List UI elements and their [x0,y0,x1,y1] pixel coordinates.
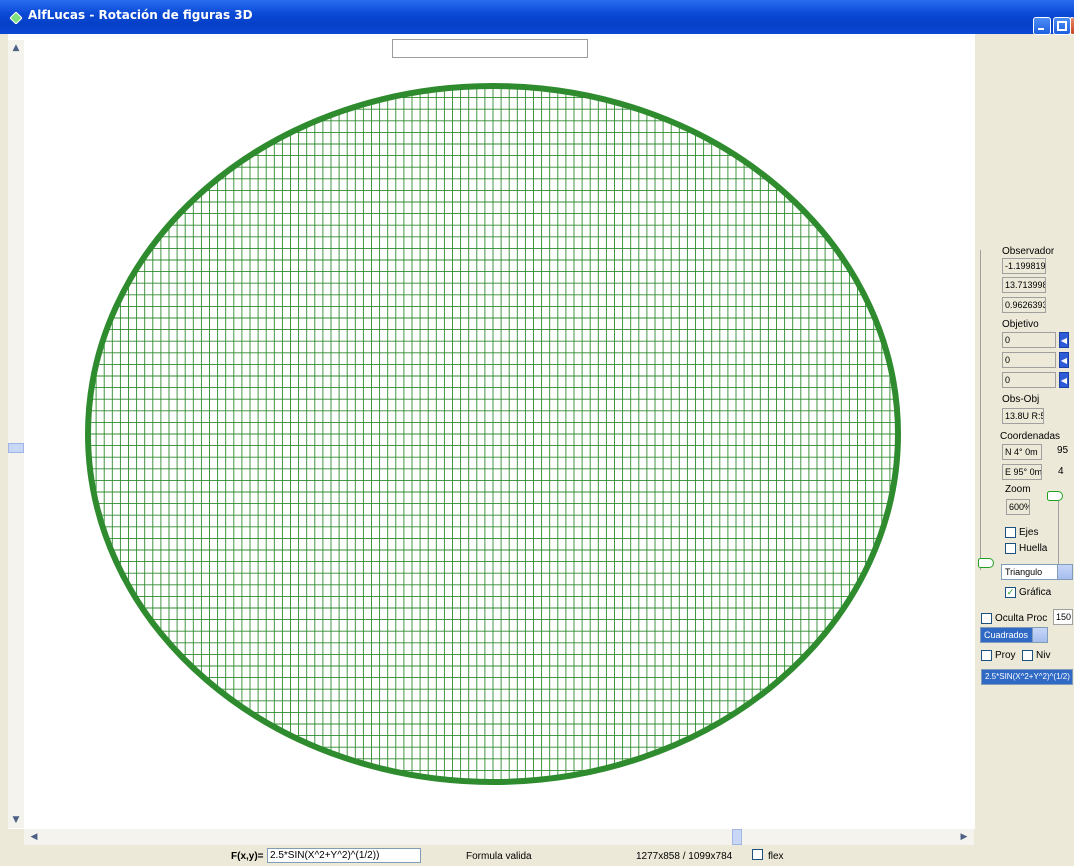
oculta-field[interactable]: 150 [1053,609,1073,625]
shape-select-value: Triangulo [1005,567,1043,577]
vertical-scrollbar[interactable]: ▲ ▼ [8,40,24,828]
target-label: Objetivo [1002,319,1039,330]
grafica-label: Gráfica [1019,587,1052,598]
maximize-button[interactable] [1053,17,1071,35]
target-y-arrow-icon[interactable]: ◀ [1059,352,1069,368]
proy-label: Proy [995,650,1016,661]
observer-label: Observador [1002,246,1055,257]
formula-label: F(x,y)= [231,851,264,862]
coord-east-field: E 95° 0m [1002,464,1042,480]
sphere-outline [85,83,901,785]
target-z-field[interactable]: 0 [1002,372,1056,388]
observer-y-field[interactable]: 13.7139986 [1002,277,1046,293]
dropdown-icon[interactable] [1057,565,1072,579]
zoom-label: Zoom [1005,484,1031,495]
vertical-scroll-thumb[interactable] [8,443,24,453]
close-button[interactable] [1070,17,1074,35]
vertical-slider-knob[interactable] [978,558,994,568]
panel-divider [980,250,981,570]
minimize-button[interactable] [1033,17,1051,35]
coord-north-field: N 4° 0m [1002,444,1042,460]
minimize-icon [1038,28,1044,30]
oculta-label: Oculta Proc [995,613,1048,624]
formula-validity: Formula valida [466,851,532,862]
formula-select-value: 2.5*SIN(X^2+Y^2)^(1/2) [985,672,1070,681]
formula-select[interactable]: 2.5*SIN(X^2+Y^2)^(1/2) [981,669,1073,685]
control-panel: Observador -1.1998194 13.7139986 0.96263… [975,240,1074,710]
dropdown-icon[interactable] [1032,628,1047,642]
flex-label: flex [768,851,784,862]
horizontal-scrollbar[interactable]: ◀ ▶ [24,829,974,845]
scroll-down-icon[interactable]: ▼ [12,815,20,825]
ejes-label: Ejes [1019,527,1039,538]
window-title: AlfLucas - Rotación de figuras 3D [28,8,253,22]
style-select-value: Cuadrados [984,630,1029,640]
target-x-field[interactable]: 0 [1002,332,1056,348]
app-icon [10,12,22,24]
style-select[interactable]: Cuadrados [980,627,1048,643]
maximize-icon [1057,21,1067,31]
render-canvas[interactable] [8,34,975,829]
observer-z-field[interactable]: 0.96263933 [1002,297,1046,313]
zoom-slider-track[interactable] [1058,498,1059,566]
horizontal-scroll-thumb[interactable] [732,829,742,845]
niv-checkbox[interactable] [1022,650,1033,661]
proy-checkbox[interactable] [981,650,992,661]
obsobj-field: 13.8U R:5 [1002,408,1044,424]
target-z-arrow-icon[interactable]: ◀ [1059,372,1069,388]
flex-checkbox[interactable] [752,849,763,860]
observer-x-field[interactable]: -1.1998194 [1002,258,1046,274]
sphere-wireframe [85,83,901,785]
grafica-checkbox[interactable]: ✓ [1005,587,1016,598]
huella-checkbox[interactable] [1005,543,1016,554]
top-input-box[interactable] [392,39,588,58]
sphere-grid [88,86,898,782]
oculta-checkbox[interactable] [981,613,992,624]
coord-north-side: 95 [1057,445,1069,456]
scroll-right-icon[interactable]: ▶ [960,832,968,842]
scroll-left-icon[interactable]: ◀ [30,832,38,842]
title-bar: AlfLucas - Rotación de figuras 3D [0,0,1074,35]
target-x-arrow-icon[interactable]: ◀ [1059,332,1069,348]
status-bar: F(x,y)= 2.5*SIN(X^2+Y^2)^(1/2)) Formula … [0,846,1074,866]
coord-east-side: 4 [1058,466,1064,477]
coords-label: Coordenadas [1000,431,1061,442]
target-y-field[interactable]: 0 [1002,352,1056,368]
formula-input[interactable]: 2.5*SIN(X^2+Y^2)^(1/2)) [267,848,421,863]
scroll-up-icon[interactable]: ▲ [12,43,20,53]
shape-select[interactable]: Triangulo [1001,564,1073,580]
zoom-field: 600% [1006,499,1030,515]
niv-label: Niv [1036,650,1051,661]
huella-label: Huella [1019,543,1048,554]
resolution-readout: 1277x858 / 1099x784 [636,851,733,862]
obsobj-label: Obs-Obj [1002,394,1040,405]
ejes-checkbox[interactable] [1005,527,1016,538]
zoom-slider-knob[interactable] [1047,491,1063,501]
